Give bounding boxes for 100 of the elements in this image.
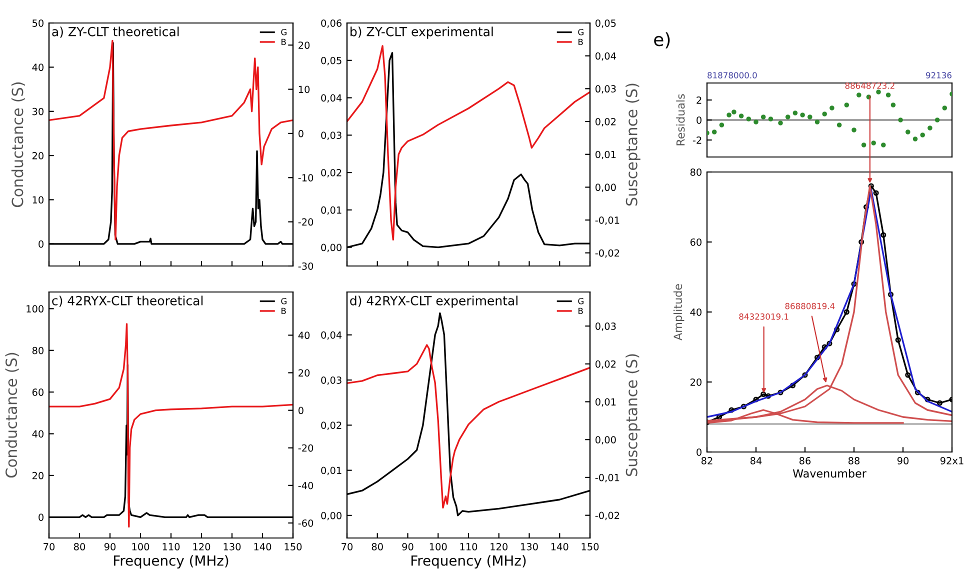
legend-label: G bbox=[281, 298, 286, 304]
y-tick-label: 0,00 bbox=[321, 244, 342, 252]
annotation: 84323019.1 bbox=[739, 313, 788, 320]
y-axis-title: Conductance (S) bbox=[11, 82, 26, 208]
y-tick-label: 0,06 bbox=[321, 19, 342, 28]
x-axis-title: Frequency (MHz) bbox=[412, 555, 526, 568]
y-axis-title: Residuals bbox=[676, 94, 685, 146]
y2-tick-label: -0,01 bbox=[595, 216, 620, 225]
x-tick-label: 90 bbox=[402, 543, 414, 550]
y2-tick-label: 0,05 bbox=[596, 19, 616, 28]
y2-tick-label: 0,01 bbox=[596, 150, 616, 160]
y2-tick-label: 0,01 bbox=[596, 398, 616, 407]
y2-axis-title: Susceptance (S) bbox=[626, 84, 640, 206]
y-tick-label: 0 bbox=[696, 448, 702, 456]
x-tick-label: 150 bbox=[284, 543, 302, 550]
annotation: 86880819.4 bbox=[785, 302, 835, 310]
y2-tick-label: 0 bbox=[298, 130, 304, 138]
y-tick-label: 0,02 bbox=[321, 422, 342, 430]
y-tick-label: 0,01 bbox=[321, 206, 342, 215]
y-tick-label: 0 bbox=[38, 240, 44, 248]
x-tick-label: 86 bbox=[799, 457, 811, 464]
y2-tick-label: -20 bbox=[298, 218, 314, 226]
text: 81878000.0 bbox=[708, 72, 757, 78]
y-tick-label: 40 bbox=[32, 64, 44, 72]
x-axis-title: Wavenumber bbox=[792, 469, 866, 478]
y-tick-label: 40 bbox=[690, 308, 702, 316]
x-tick-label: 92x1 bbox=[940, 457, 964, 464]
y2-tick-label: 0,03 bbox=[596, 85, 616, 94]
x-tick-label: 82 bbox=[701, 457, 712, 464]
legend-label: B bbox=[282, 308, 286, 314]
y-tick-label: 0,03 bbox=[321, 376, 342, 385]
y2-tick-label: -0,02 bbox=[595, 249, 620, 258]
y-tick-label: 10 bbox=[32, 196, 44, 204]
x-tick-label: 120 bbox=[193, 543, 210, 550]
x-tick-label: 84 bbox=[750, 457, 762, 464]
y-tick-label: 60 bbox=[690, 238, 702, 246]
y-tick-label: 100 bbox=[26, 305, 44, 313]
x-tick-label: 110 bbox=[162, 543, 180, 550]
x-tick-label: 100 bbox=[132, 543, 150, 550]
y-tick-label: 80 bbox=[690, 168, 702, 176]
y-tick-label: 2 bbox=[696, 96, 702, 104]
legend-label: B bbox=[282, 38, 286, 45]
y-tick-label: 0,03 bbox=[321, 132, 342, 140]
x-tick-label: 90 bbox=[104, 543, 116, 550]
y-tick-label: 0,05 bbox=[321, 56, 342, 66]
y2-tick-label: 0,02 bbox=[596, 118, 616, 126]
y-tick-label: 30 bbox=[32, 108, 44, 116]
x-tick-label: 90 bbox=[897, 457, 909, 464]
y-tick-label: -2 bbox=[692, 136, 702, 144]
y2-tick-label: 0,03 bbox=[596, 322, 616, 331]
x-tick-label: 100 bbox=[430, 543, 447, 550]
chart-title: b) ZY-CLT experimental bbox=[350, 26, 493, 39]
x-tick-label: 70 bbox=[342, 543, 353, 550]
x-tick-label: 110 bbox=[460, 543, 478, 550]
legend-label: B bbox=[578, 38, 583, 45]
y-axis-title: Conductance (S) bbox=[5, 352, 19, 478]
y2-tick-label: -0,01 bbox=[595, 474, 620, 482]
y2-tick-label: -20 bbox=[298, 444, 314, 452]
y2-tick-label: -30 bbox=[298, 262, 314, 270]
x-axis-title: Frequency (MHz) bbox=[114, 555, 228, 568]
y-tick-label: 40 bbox=[32, 430, 44, 438]
y2-tick-label: -10 bbox=[298, 174, 314, 182]
y-tick-label: 0,04 bbox=[321, 94, 342, 103]
chart-title: e) bbox=[654, 32, 670, 48]
x-tick-label: 140 bbox=[551, 543, 568, 550]
legend-label: G bbox=[578, 28, 584, 36]
x-tick-label: 130 bbox=[521, 543, 538, 550]
x-tick-label: 80 bbox=[372, 543, 383, 550]
y2-axis-title: Susceptance (S) bbox=[626, 354, 640, 476]
y-tick-label: 50 bbox=[32, 19, 44, 27]
y-tick-label: 80 bbox=[32, 346, 44, 354]
y2-tick-label: -40 bbox=[298, 482, 314, 490]
y-tick-label: 20 bbox=[32, 152, 44, 160]
chart-title: d) 42RYX-CLT experimental bbox=[350, 296, 518, 308]
x-tick-label: 140 bbox=[254, 543, 272, 550]
legend-label: G bbox=[281, 28, 286, 36]
y-tick-label: 60 bbox=[32, 388, 44, 396]
x-tick-label: 88 bbox=[848, 457, 860, 464]
chart-title: a) ZY-CLT theoretical bbox=[52, 26, 179, 38]
y2-tick-label: 0,02 bbox=[596, 360, 616, 369]
y2-tick-label: 0,00 bbox=[596, 436, 616, 444]
y2-tick-label: 0,00 bbox=[596, 184, 616, 192]
y-tick-label: 0,04 bbox=[321, 331, 342, 340]
chart-title: c) 42RYX-CLT theoretical bbox=[52, 296, 203, 307]
y-tick-label: 0,01 bbox=[321, 466, 342, 476]
y-tick-label: 0,00 bbox=[321, 512, 342, 520]
x-tick-label: 80 bbox=[74, 543, 86, 550]
y2-tick-label: 40 bbox=[298, 332, 310, 340]
y-axis-title: Amplitude bbox=[673, 284, 684, 340]
y2-tick-label: 20 bbox=[298, 42, 310, 49]
x-tick-label: 150 bbox=[582, 543, 599, 550]
x-tick-label: 130 bbox=[224, 543, 241, 550]
y-tick-label: 20 bbox=[32, 472, 44, 480]
y-tick-label: 20 bbox=[690, 378, 702, 386]
y-tick-label: 0,02 bbox=[321, 169, 342, 178]
y2-tick-label: 20 bbox=[298, 369, 310, 377]
y2-tick-label: 10 bbox=[298, 86, 310, 94]
x-tick-label: 70 bbox=[44, 543, 55, 550]
annotation: 88648723.2 bbox=[845, 82, 894, 89]
legend-label: G bbox=[578, 298, 584, 304]
